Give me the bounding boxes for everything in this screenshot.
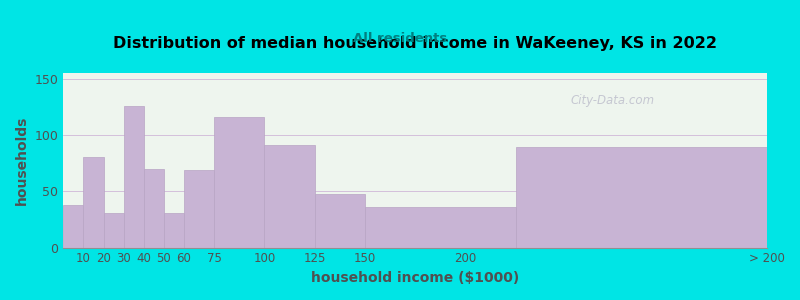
Bar xyxy=(83,158,103,248)
Bar xyxy=(516,147,767,248)
Y-axis label: households: households xyxy=(15,116,29,205)
Bar xyxy=(214,117,264,247)
Bar xyxy=(164,213,184,248)
Text: All residents: All residents xyxy=(353,32,447,44)
Bar xyxy=(124,106,144,248)
Bar xyxy=(314,194,365,247)
Bar xyxy=(365,207,516,247)
Title: Distribution of median household income in WaKeeney, KS in 2022: Distribution of median household income … xyxy=(113,36,717,51)
Bar xyxy=(103,213,124,248)
Bar xyxy=(264,145,314,248)
Bar xyxy=(63,205,83,247)
Text: City-Data.com: City-Data.com xyxy=(570,94,654,107)
X-axis label: household income ($1000): household income ($1000) xyxy=(311,271,519,285)
Bar xyxy=(144,169,164,248)
Bar xyxy=(184,170,214,248)
